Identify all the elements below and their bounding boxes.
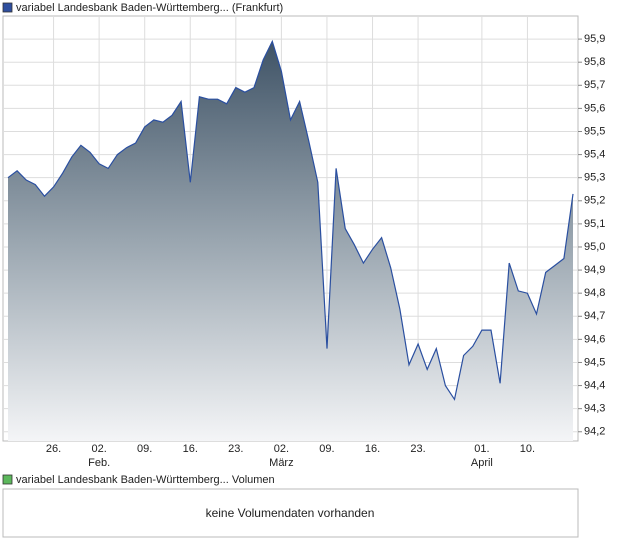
y-tick-label: 95,3 xyxy=(584,172,605,184)
y-tick-label: 94,9 xyxy=(584,264,605,276)
y-tick-label: 94,8 xyxy=(584,287,605,299)
y-tick-label: 95,4 xyxy=(584,148,605,160)
area xyxy=(8,41,573,442)
x-tick-label: 10. xyxy=(520,443,535,455)
y-tick-label: 94,5 xyxy=(584,356,605,368)
y-tick-label: 95,8 xyxy=(584,56,605,68)
x-group-label: März xyxy=(269,457,293,469)
x-tick-label: 23. xyxy=(410,443,425,455)
legend-swatch xyxy=(2,2,13,13)
volume-panel xyxy=(2,488,579,538)
chart-title: variabel Landesbank Baden-Württemberg...… xyxy=(16,2,283,14)
x-tick-label: 16. xyxy=(183,443,198,455)
x-group-label: April xyxy=(471,457,493,469)
y-tick-label: 95,2 xyxy=(584,195,605,207)
y-tick-label: 94,4 xyxy=(584,379,605,391)
y-tick-label: 95,0 xyxy=(584,241,605,253)
x-tick-label: 02. xyxy=(274,443,289,455)
x-tick-label: 01. xyxy=(474,443,489,455)
legend-swatch xyxy=(2,474,13,485)
y-tick-label: 95,9 xyxy=(584,33,605,45)
line xyxy=(7,39,574,401)
x-tick-label: 16. xyxy=(365,443,380,455)
y-tick-label: 95,1 xyxy=(584,218,605,230)
y-tick-label: 94,7 xyxy=(584,310,605,322)
x-tick-label: 02. xyxy=(91,443,106,455)
y-tick-label: 94,2 xyxy=(584,426,605,438)
x-tick-label: 09. xyxy=(319,443,334,455)
y-tick-label: 95,6 xyxy=(584,102,605,114)
y-tick-label: 94,6 xyxy=(584,333,605,345)
volume-title: variabel Landesbank Baden-Württemberg...… xyxy=(16,474,275,486)
volume-message: keine Volumendaten vorhanden xyxy=(206,506,375,520)
x-tick-label: 23. xyxy=(228,443,243,455)
y-tick-label: 95,5 xyxy=(584,125,605,137)
x-tick-label: 09. xyxy=(137,443,152,455)
y-tick-label: 95,7 xyxy=(584,79,605,91)
x-tick-label: 26. xyxy=(46,443,61,455)
x-group-label: Feb. xyxy=(88,457,110,469)
y-tick-label: 94,3 xyxy=(584,403,605,415)
